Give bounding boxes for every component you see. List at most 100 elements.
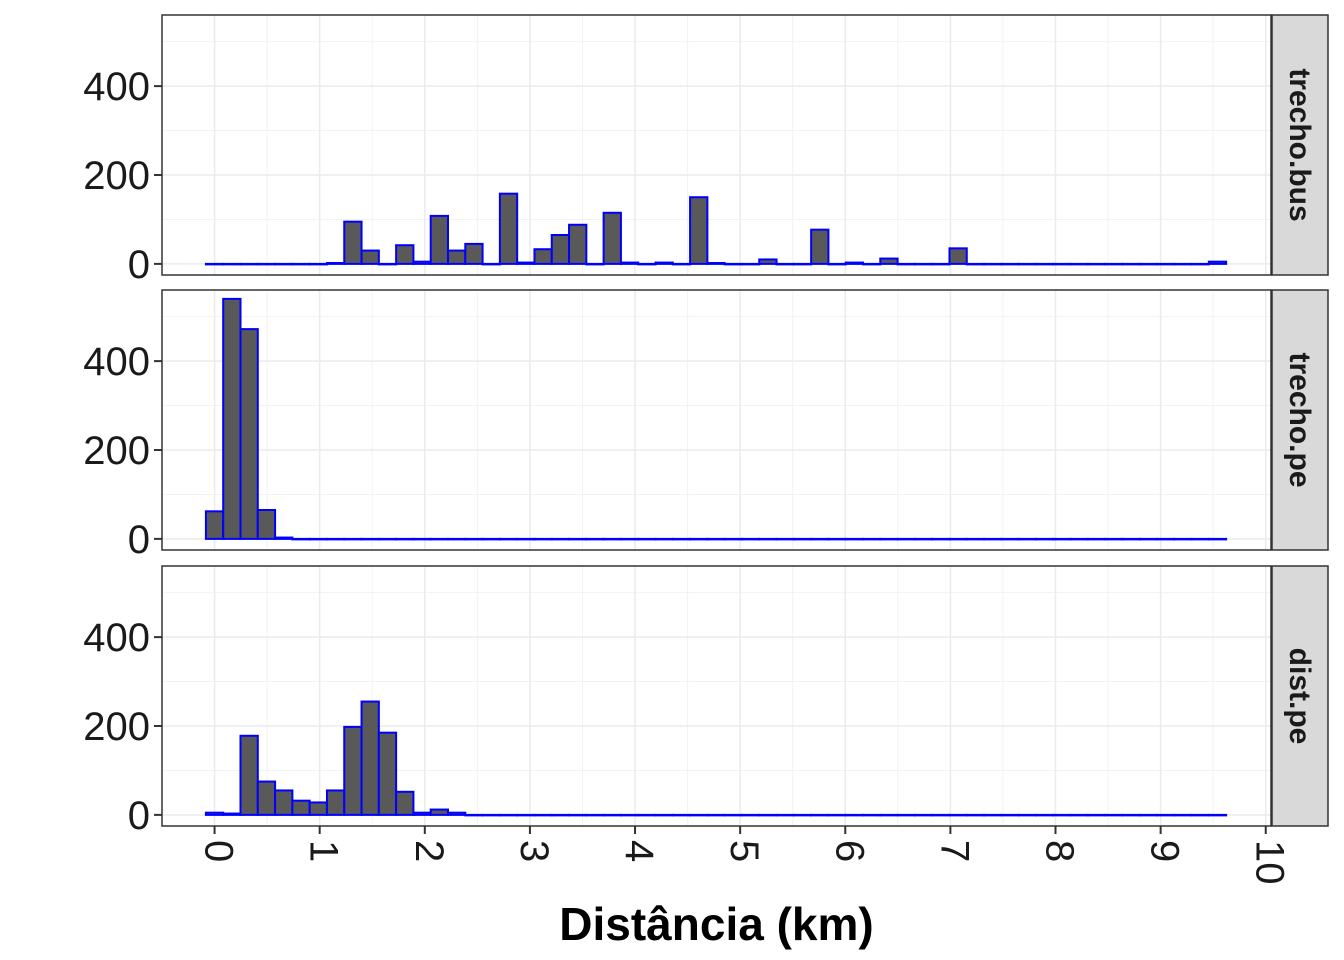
histogram-bar [447,811,467,816]
x-tick-label: 10 [1248,840,1292,885]
facet-strip [1271,14,1329,276]
histogram-bar [1138,262,1158,266]
histogram-bar [1155,813,1176,817]
histogram-bar [602,537,622,541]
histogram-bar [965,262,986,266]
y-tick-label: 200 [83,154,150,198]
histogram-bar [1190,813,1210,817]
histogram-bar [1138,813,1158,817]
histogram-bar [308,537,328,541]
histogram-bar [464,813,484,817]
x-tick-label: 9 [1143,840,1187,862]
y-tick-label: 0 [128,794,150,838]
histogram-bar [1190,262,1210,266]
histogram-bar [222,262,242,266]
histogram-bar [222,297,242,540]
histogram-bar [689,196,709,265]
histogram-bar [447,249,467,265]
histogram-bar [948,247,968,265]
histogram-bar [533,813,553,817]
histogram-bar [1086,537,1107,541]
facet-strip [1271,565,1329,827]
histogram-bar [1052,537,1072,541]
facet-strip-label: dist.pe [1283,648,1316,745]
histogram-bar [1121,537,1141,541]
histogram-bar [239,328,259,540]
histogram-bar [1155,262,1176,266]
y-tick-label: 400 [83,340,150,384]
histogram-bar [965,813,986,817]
histogram-bar [758,258,778,265]
histogram-bar [516,261,536,265]
histogram-bar [844,261,865,265]
histogram-bar [948,813,968,817]
x-tick-label: 2 [407,840,451,862]
histogram-bar [1086,813,1107,817]
histogram-bar [879,537,899,541]
histogram-bar [360,700,380,816]
histogram-bar [568,537,588,541]
histogram-bar [671,813,692,817]
y-tick-label: 0 [128,518,150,562]
histogram-bar [550,537,571,541]
histogram-bar [1173,537,1193,541]
histogram-bar [395,244,415,265]
histogram-bar [862,262,882,266]
histogram-bar [274,262,294,266]
histogram-bar [585,262,605,266]
histogram-bar [913,262,934,266]
histogram-bar [1034,813,1055,817]
histogram-bar [758,537,778,541]
histogram-bar [1104,537,1124,541]
histogram-bar [775,813,795,817]
histogram-bar [723,262,743,266]
histogram-bar [429,214,450,265]
panel-background [162,15,1271,275]
x-tick-label: 7 [932,840,976,862]
histogram-bar [706,262,726,265]
histogram-bar [1034,262,1055,266]
histogram-bar [879,257,899,265]
y-tick-label: 400 [83,65,150,109]
histogram-bar [204,262,225,266]
histogram-bar [360,537,380,541]
x-tick-label: 1 [302,840,346,862]
histogram-bar [1017,262,1037,266]
histogram-bar [308,801,328,816]
histogram-bar [844,537,865,541]
histogram-bar [325,262,346,265]
histogram-bar [325,537,346,541]
histogram-bar [775,262,795,266]
histogram-bar [1138,537,1158,541]
histogram-bar [585,813,605,817]
histogram-bar [1034,537,1055,541]
histogram-bar [879,813,899,817]
histogram-bar [498,192,519,265]
histogram-bar [740,537,761,541]
histogram-bar [343,220,363,265]
histogram-bar [792,813,813,817]
histogram-bar [498,813,519,817]
histogram-bar [291,799,311,816]
panel-border [161,14,1272,276]
histogram-bar [1207,260,1228,265]
histogram-bar [1052,262,1072,266]
histogram-bar [896,813,916,817]
histogram-bar [827,537,847,541]
histogram-bar [758,813,778,817]
histogram-bar [1069,813,1089,817]
histogram-bar [550,234,571,265]
histogram-bar [1190,537,1210,541]
histogram-bar [827,262,847,266]
histogram-bar [896,262,916,266]
histogram-bar [274,789,294,816]
histogram-bar [1121,813,1141,817]
histogram-bar [1155,537,1176,541]
histogram-bar [568,813,588,817]
histogram-bar [637,537,657,541]
histogram-bar [395,537,415,541]
histogram-bar [360,249,380,265]
histogram-bar [1173,813,1193,817]
histogram-bar [568,223,588,265]
histogram-bar [464,537,484,541]
